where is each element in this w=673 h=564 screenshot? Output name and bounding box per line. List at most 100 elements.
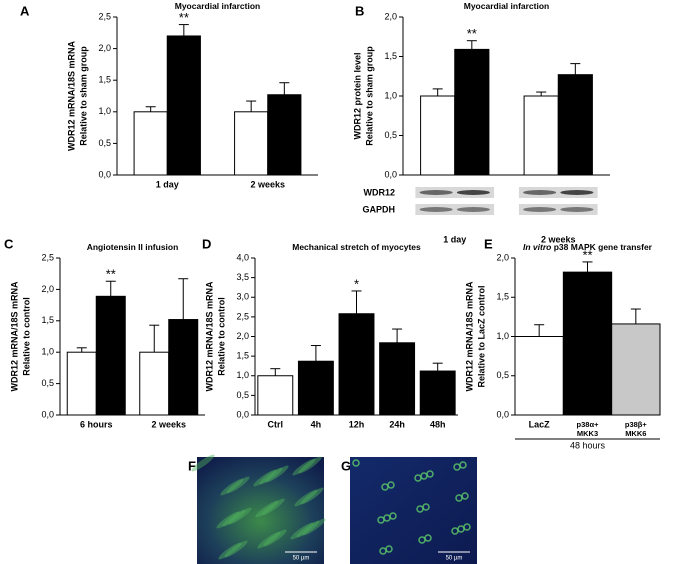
fiber [300, 487, 324, 505]
bar [338, 313, 375, 416]
fiber [255, 500, 279, 518]
x-tick-label: 48h [430, 419, 446, 429]
y-axis-label: WDR12 mRNA/18S mRNA [66, 40, 76, 151]
cell [381, 483, 389, 491]
y-tick-label: 1,5 [384, 51, 397, 61]
significance: ** [106, 267, 116, 282]
fiber [294, 489, 318, 507]
bar [454, 48, 490, 176]
y-tick-label: 0,5 [41, 378, 54, 388]
x-tick-label: Ctrl [268, 419, 284, 429]
blot-label: GAPDH [362, 204, 395, 214]
blot-band [523, 207, 557, 212]
blot-strip [415, 187, 495, 198]
x-tick-label: 2 weeks [151, 419, 186, 429]
fiber [298, 456, 322, 474]
y-tick-label: 2,5 [98, 11, 111, 21]
blot-band [456, 207, 490, 212]
blot-strip [518, 204, 598, 215]
fiber [261, 498, 285, 516]
micrograph [197, 457, 324, 564]
blot-band [419, 207, 453, 212]
significance: ** [467, 26, 477, 41]
fiber [224, 540, 248, 558]
x-tick-label: 4h [311, 419, 322, 429]
chart-title: Myocardial infarction [175, 1, 261, 11]
y-tick-label: 2,0 [496, 252, 509, 262]
fiber [222, 509, 246, 527]
y-axis-label: WDR12 mRNA/18S mRNA [9, 281, 19, 392]
y-tick-label: 1,0 [41, 347, 54, 357]
chart-title: Mechanical stretch of myocytes [292, 242, 421, 252]
title-text: p38 MAPK gene transfer [554, 242, 653, 252]
y-tick-label: 1,5 [98, 75, 111, 85]
bar [234, 111, 269, 176]
fiber [228, 507, 252, 525]
y-tick-label: 4,0 [236, 252, 249, 262]
x-tick-label: 12h [349, 419, 365, 429]
y-tick-label: 1,5 [236, 351, 249, 361]
scale-bar-label: 50 µm [293, 556, 310, 562]
x-tick-label: 1 day [443, 234, 466, 244]
y-tick-label: 1,0 [98, 106, 111, 116]
y-axis-label: WDR12 mRNA/18S mRNA [204, 281, 214, 392]
fiber [257, 531, 281, 549]
cell [451, 527, 459, 535]
y-axis-label: Relative to LacZ control [476, 285, 486, 387]
cell [416, 505, 424, 513]
fiber [218, 542, 242, 560]
y-axis-label: Relative to sham group [364, 46, 374, 146]
bar [419, 370, 456, 416]
y-tick-label: 0,5 [496, 370, 509, 380]
fiber [296, 520, 320, 538]
significance: ** [179, 10, 189, 25]
y-tick-label: 2,0 [236, 331, 249, 341]
bar [139, 351, 170, 416]
bar [267, 94, 302, 176]
title-text: Myocardial infarction [464, 1, 550, 11]
panel-letter: E [484, 236, 493, 251]
y-axis-label: Relative to control [21, 297, 31, 376]
cell [377, 516, 385, 524]
fiber [253, 469, 277, 487]
y-tick-label: 0,0 [496, 409, 509, 419]
cell [418, 536, 426, 544]
blot-label: WDR12 [363, 187, 395, 197]
blot-band [456, 190, 490, 195]
y-tick-label: 1,0 [236, 370, 249, 380]
bar [66, 351, 97, 416]
y-tick-label: 0,0 [236, 409, 249, 419]
blot-strip [415, 204, 495, 215]
panel-letter: F [188, 458, 196, 473]
group-label: 48 hours [570, 440, 606, 450]
blot-band [523, 190, 557, 195]
fiber [263, 529, 287, 547]
fiber [226, 476, 250, 494]
x-tick-label: p38β+ [625, 420, 648, 429]
title-text: Mechanical stretch of myocytes [292, 242, 421, 252]
x-tick-label: p38α+ [577, 420, 600, 429]
panel-letter: C [4, 236, 14, 251]
scale-bar-label: 50 µm [446, 556, 463, 562]
bar [166, 35, 201, 176]
cell [453, 463, 461, 471]
blot-band [560, 207, 594, 212]
x-tick-label: LacZ [529, 419, 551, 429]
blot-band [419, 190, 453, 195]
bar [514, 336, 564, 416]
chart-title: Myocardial infarction [464, 1, 550, 11]
blot-strip [518, 187, 598, 198]
significance: * [354, 276, 359, 291]
cell [352, 459, 360, 467]
fiber [191, 454, 215, 472]
significance: ** [582, 247, 592, 262]
y-tick-label: 2,0 [384, 11, 397, 21]
y-tick-label: 0,0 [41, 409, 54, 419]
y-tick-label: 0,0 [98, 169, 111, 179]
fiber [259, 467, 283, 485]
title-text: Myocardial infarction [175, 1, 261, 11]
x-tick-label: MKK3 [577, 429, 598, 438]
y-tick-label: 2,0 [98, 43, 111, 53]
y-tick-label: 1,5 [496, 292, 509, 302]
